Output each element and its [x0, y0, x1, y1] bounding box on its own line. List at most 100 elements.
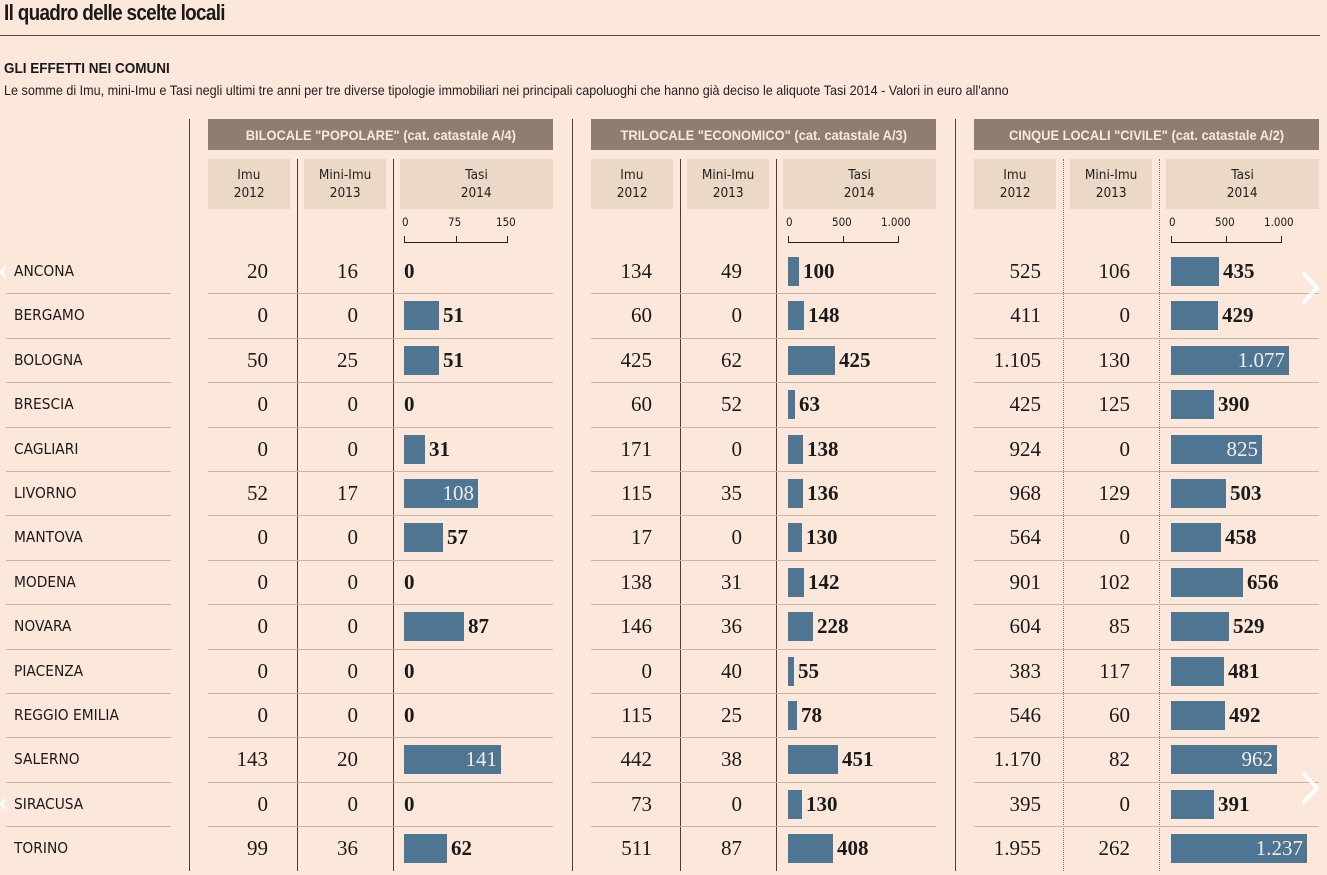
tasi-value-label: 458: [1225, 525, 1257, 550]
tasi-bar: [788, 701, 797, 730]
value-mini-imu-2013: 25: [337, 347, 358, 372]
row-divider: [208, 693, 553, 694]
value-mini-imu-2013: 0: [347, 614, 359, 639]
tasi-bar: [404, 434, 425, 464]
next-arrow-icon[interactable]: [1299, 270, 1321, 306]
column-header-line: 2014: [844, 185, 875, 201]
row-divider: [208, 337, 553, 339]
section-description: Le somme di Imu, mini-Imu e Tasi negli u…: [4, 82, 1009, 98]
city-label: MODENA: [14, 572, 76, 591]
city-label: MANTOVA: [14, 528, 83, 547]
city-label: PIACENZA: [14, 661, 84, 680]
value-imu-2012: 138: [620, 569, 653, 594]
value-imu-2012: 411: [1010, 303, 1041, 328]
tasi-value-label: 0: [404, 658, 415, 683]
group-divider: [189, 119, 190, 871]
tasi-bar: [788, 745, 838, 775]
tasi-value-label: 55: [798, 658, 819, 683]
tasi-bar: [1171, 834, 1307, 864]
tasi-value-label: 503: [1230, 481, 1262, 505]
value-mini-imu-2013: 117: [1099, 658, 1130, 683]
column-header-line: 2012: [233, 185, 265, 201]
tasi-value-label: 0: [404, 569, 415, 594]
prev-arrow-icon[interactable]: [0, 798, 8, 810]
column-header-line: Imu: [1003, 167, 1027, 183]
row-divider: [974, 737, 1319, 739]
value-imu-2012: 73: [631, 791, 652, 816]
tasi-value-label: 142: [808, 569, 840, 594]
tasi-value-label: 656: [1247, 569, 1279, 594]
row-divider: [6, 559, 171, 561]
row-divider: [591, 382, 936, 384]
tasi-value-label: 529: [1233, 614, 1265, 639]
tasi-value-label: 138: [807, 436, 839, 461]
row-divider: [208, 604, 553, 606]
row-divider: [974, 337, 1319, 339]
value-imu-2012: 564: [1009, 525, 1042, 550]
value-mini-imu-2013: 0: [347, 436, 359, 461]
value-imu-2012: 171: [620, 436, 653, 461]
tasi-value-label: 435: [1223, 259, 1255, 283]
next-arrow-icon[interactable]: [1299, 770, 1321, 806]
value-mini-imu-2013: 0: [731, 436, 743, 461]
row-divider: [591, 604, 936, 606]
row-divider: [208, 471, 553, 472]
column-header-imu: Imu 2012: [974, 159, 1056, 209]
column-header-line: Tasi: [1231, 167, 1254, 183]
axis-tick-label: 1.000: [881, 215, 911, 229]
tasi-value-label: 100: [803, 259, 835, 283]
axis-baseline: [404, 242, 507, 243]
city-label: BOLOGNA: [14, 350, 83, 369]
value-imu-2012: 0: [257, 303, 269, 328]
city-label: ANCONA: [14, 262, 75, 280]
value-mini-imu-2013: 17: [337, 481, 358, 505]
value-mini-imu-2013: 125: [1098, 392, 1131, 417]
value-imu-2012: 0: [641, 658, 653, 683]
tasi-value-label: 57: [447, 525, 468, 550]
value-mini-imu-2013: 0: [347, 303, 359, 328]
prev-arrow-icon[interactable]: [0, 266, 8, 278]
value-mini-imu-2013: 36: [337, 836, 358, 861]
axis-tick-label: 500: [832, 215, 852, 229]
value-mini-imu-2013: 0: [1119, 525, 1131, 550]
tasi-bar: [788, 656, 794, 686]
value-imu-2012: 17: [631, 525, 652, 550]
tasi-bar: [788, 257, 799, 286]
column-header-line: 2012: [999, 185, 1031, 201]
row-divider: [591, 559, 936, 561]
value-mini-imu-2013: 0: [1119, 303, 1131, 328]
column-header-mini-imu: Mini-Imu 2013: [687, 159, 769, 209]
tasi-value-label: 408: [837, 836, 869, 861]
tasi-value-label: 391: [1218, 791, 1250, 816]
value-imu-2012: 0: [257, 569, 269, 594]
column-header-line: 2012: [616, 185, 648, 201]
city-label: LIVORNO: [14, 484, 77, 502]
row-divider: [6, 693, 171, 694]
tasi-value-label: 0: [404, 259, 415, 283]
row-divider: [591, 737, 936, 739]
value-mini-imu-2013: 0: [731, 525, 743, 550]
row-divider: [6, 515, 171, 517]
tasi-bar: [1171, 345, 1289, 375]
column-divider: [1063, 159, 1065, 871]
column-divider: [680, 159, 681, 871]
axis-tick-label: 0: [1169, 215, 1176, 229]
group-divider: [572, 119, 573, 871]
value-mini-imu-2013: 82: [1109, 747, 1130, 772]
tasi-bar: [1171, 390, 1214, 420]
value-mini-imu-2013: 62: [721, 347, 742, 372]
tasi-bar: [404, 523, 443, 553]
tasi-bar: [1171, 523, 1221, 553]
tasi-bar: [788, 834, 833, 864]
column-header-line: Imu: [620, 167, 644, 183]
tasi-value-label: 492: [1229, 703, 1261, 727]
tasi-bar: [1171, 301, 1218, 331]
row-divider: [208, 426, 553, 428]
column-header-line: Mini-Imu: [701, 167, 755, 183]
group-header: CINQUE LOCALI "CIVILE" (cat. catastale A…: [974, 119, 1319, 150]
column-header-tasi: Tasi 2014: [783, 159, 936, 209]
tasi-value-label: 87: [468, 614, 489, 639]
axis-tick: [404, 236, 405, 243]
tasi-value-label: 108: [442, 481, 475, 505]
group-header-label: TRILOCALE "ECONOMICO" (cat. catastale A/…: [620, 126, 907, 143]
